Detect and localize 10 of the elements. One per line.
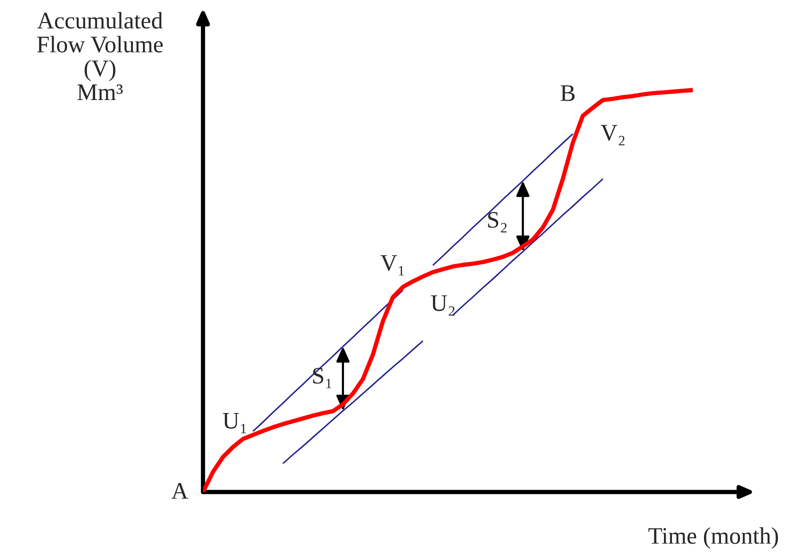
annotation: S₁ bbox=[313, 368, 332, 388]
x-axis-title: Time (month) bbox=[648, 527, 778, 549]
annotation: B bbox=[560, 85, 575, 101]
annotation: S₂ bbox=[488, 212, 507, 232]
annotation: U₁ bbox=[222, 413, 246, 434]
annotation: U₂ bbox=[430, 295, 454, 316]
text: A bbox=[172, 483, 188, 499]
y-axis-title: Accumulated Flow Volume (V) Mm³ bbox=[37, 12, 163, 100]
annotation: V₂ bbox=[600, 125, 624, 146]
annotation: V₁ bbox=[380, 255, 404, 276]
